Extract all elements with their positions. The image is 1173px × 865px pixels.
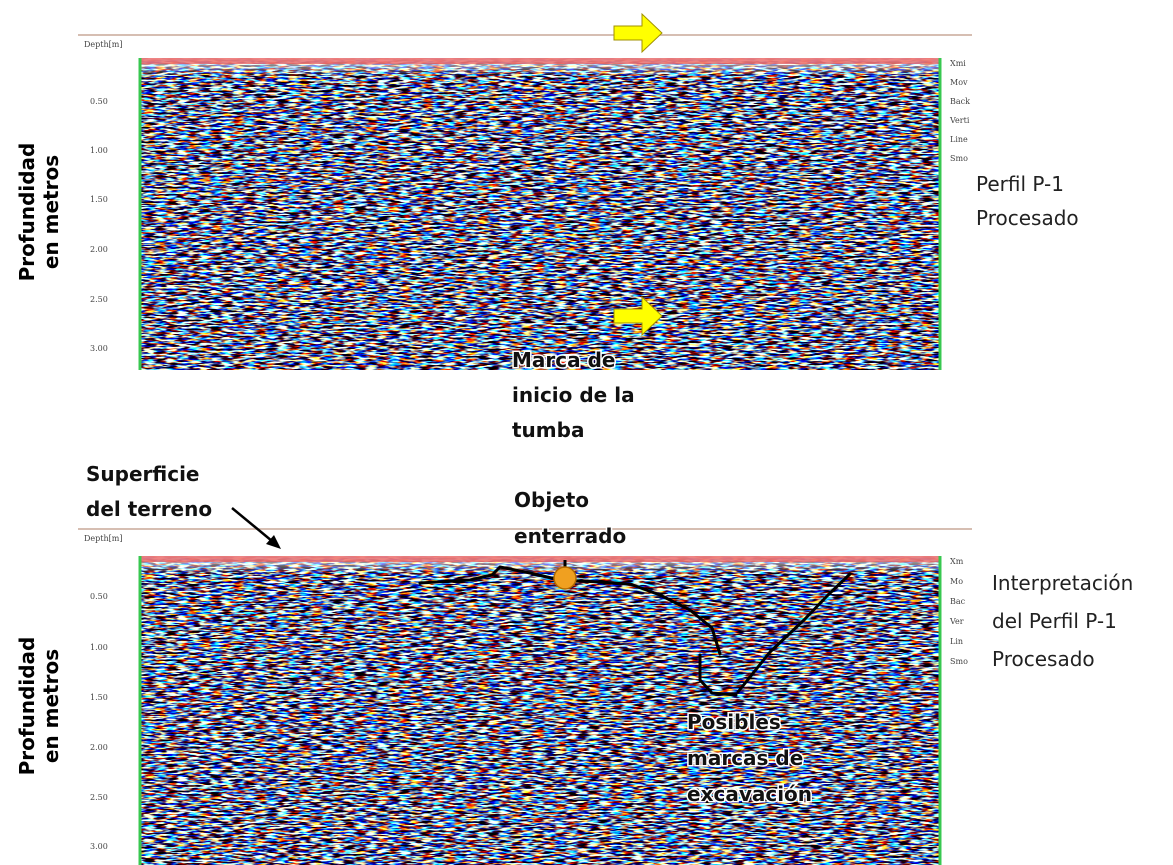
panel-1-caption-line: Perfil P-1 bbox=[976, 172, 1064, 196]
arrow-tomb-icon bbox=[613, 295, 663, 337]
excavation-label-line: excavación bbox=[687, 782, 812, 806]
panel-2-side-tag: Lin bbox=[950, 637, 963, 646]
tomb-mark-line: tumba bbox=[512, 418, 584, 442]
panel-1-axis-title: Profundidad en metros bbox=[15, 143, 63, 282]
panel-2-side-tag: Smo bbox=[950, 657, 968, 666]
panel-1-ticks: 0.50 1.00 1.50 2.00 2.50 3.00 bbox=[90, 97, 108, 353]
object-marker-icon bbox=[553, 566, 577, 590]
panel-2-side-tag: Bac bbox=[950, 597, 966, 606]
panel-1-side-tag: Verti bbox=[949, 116, 970, 125]
object-label-line: enterrado bbox=[514, 524, 626, 548]
panel-2-tick-label: 1.00 bbox=[90, 643, 108, 652]
panel-2-tick-label: 3.00 bbox=[90, 842, 108, 851]
arrow-top-icon bbox=[613, 12, 663, 54]
panel-2-surface-line bbox=[140, 556, 940, 562]
panel-1-side-tag: Line bbox=[950, 135, 968, 144]
panel-1-side-tag: Mov bbox=[950, 78, 968, 87]
panel-1-side-tag: Back bbox=[950, 97, 970, 106]
panel-1-surface-line bbox=[140, 58, 940, 64]
panel-1-tick-label: 1.50 bbox=[90, 195, 108, 204]
panel-1-side-tag: Smo bbox=[950, 154, 968, 163]
panel-1-tick-label: 0.50 bbox=[90, 97, 108, 106]
excavation-mark-left bbox=[698, 653, 738, 697]
excavation-label-line: marcas de bbox=[687, 746, 803, 770]
panel-1-tick-label: 3.00 bbox=[90, 344, 108, 353]
panel-1: Depth[m] 0.50 1.00 1.50 2.00 2.50 3.00 X… bbox=[15, 12, 1079, 370]
surface-label: Superficie del terreno bbox=[86, 462, 281, 549]
panel-1-axis-title-line: Profundidad bbox=[15, 143, 39, 282]
panel-2-ticks: 0.50 1.00 1.50 2.00 2.50 3.00 bbox=[90, 592, 108, 851]
tomb-mark-line: Marca de bbox=[512, 348, 615, 372]
panel-1-header: Depth[m] bbox=[84, 40, 122, 49]
panel-2-caption-line: Interpretación bbox=[992, 571, 1133, 595]
panel-2: Depth[m] 0.50 1.00 1.50 2.00 2.50 3.00 X… bbox=[15, 528, 1133, 865]
surface-arrow-icon bbox=[266, 535, 281, 549]
panel-2-tick-label: 2.00 bbox=[90, 743, 108, 752]
excavation-label-line: Posibles bbox=[687, 710, 781, 734]
panel-2-axis-title-line: Profundidad bbox=[15, 637, 39, 776]
object-label: Objeto enterrado bbox=[513, 488, 628, 550]
tomb-mark-line: inicio de la bbox=[512, 383, 635, 407]
panel-2-side-tags: Xm Mo Bac Ver Lin Smo bbox=[949, 557, 968, 666]
panel-2-axis-title-line: en metros bbox=[39, 649, 63, 763]
panel-1-tick-label: 2.50 bbox=[90, 295, 108, 304]
panel-2-side-tag: Ver bbox=[949, 617, 964, 626]
panel-1-side-tag: Xmi bbox=[950, 59, 966, 68]
tomb-mark-label: Marca de inicio de la tumba bbox=[511, 347, 635, 443]
panel-2-tick-label: 0.50 bbox=[90, 592, 108, 601]
panel-1-tick-label: 2.00 bbox=[90, 245, 108, 254]
panel-2-caption-line: Procesado bbox=[992, 647, 1095, 671]
excavation-label: Posibles marcas de excavación bbox=[686, 709, 814, 808]
panel-2-tick-label: 2.50 bbox=[90, 793, 108, 802]
surface-label-line: del terreno bbox=[86, 497, 212, 521]
panel-1-axis-strip bbox=[80, 38, 140, 370]
panel-2-caption-line: del Perfil P-1 bbox=[992, 609, 1117, 633]
panel-2-axis-strip bbox=[80, 532, 140, 865]
object-label-line: Objeto bbox=[514, 488, 589, 512]
panel-1-caption-line: Procesado bbox=[976, 206, 1079, 230]
panel-2-tick-label: 1.50 bbox=[90, 693, 108, 702]
panel-1-axis-title-line: en metros bbox=[39, 155, 63, 269]
panel-2-axis-title: Profundidad en metros bbox=[15, 637, 63, 776]
panel-1-tick-label: 1.00 bbox=[90, 146, 108, 155]
panel-2-side-tag: Mo bbox=[950, 577, 963, 586]
surface-label-line: Superficie bbox=[86, 462, 200, 486]
panel-2-radargram bbox=[140, 556, 940, 865]
panel-1-side-tags: Xmi Mov Back Verti Line Smo bbox=[949, 59, 970, 163]
tomb-outline-line bbox=[418, 565, 722, 656]
panel-2-header: Depth[m] bbox=[84, 534, 122, 543]
panel-2-side-tag: Xm bbox=[950, 557, 964, 566]
panel-1-radargram bbox=[140, 58, 940, 370]
excavation-mark-right bbox=[736, 572, 852, 694]
